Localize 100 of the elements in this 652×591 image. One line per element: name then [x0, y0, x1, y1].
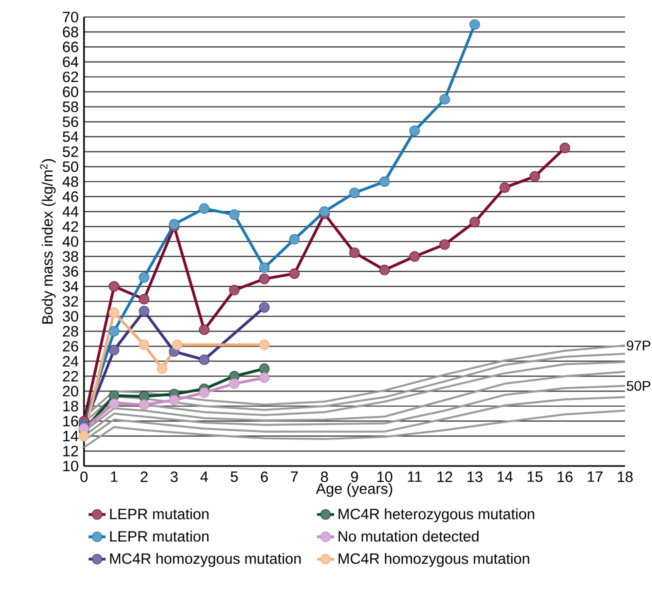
point [168, 394, 180, 406]
legend-label: MC4R heterozygous mutation [338, 508, 534, 522]
x-tick-label: 2 [140, 472, 148, 482]
y-tick-label: 24 [62, 356, 78, 366]
y-tick-label: 18 [63, 400, 78, 412]
y-tick-label: 44 [62, 206, 78, 217]
annotation: 50P [626, 380, 650, 391]
x-tick-label: 6 [260, 472, 268, 482]
point [349, 188, 360, 198]
y-tick-label: 36 [62, 266, 78, 277]
point [409, 251, 420, 262]
y-tick-label: 54 [62, 132, 78, 142]
point [500, 182, 510, 193]
x-tick-label: 4 [200, 472, 208, 482]
point [108, 344, 120, 356]
point [560, 142, 570, 154]
point [259, 274, 270, 284]
point [228, 209, 240, 220]
x-tick-label: 12 [438, 472, 452, 482]
point [198, 324, 210, 336]
point [108, 326, 120, 337]
point [259, 302, 270, 313]
point [138, 294, 150, 304]
point [198, 387, 210, 398]
y-tick-label: 22 [62, 370, 78, 382]
x-tick-label: 0 [80, 472, 88, 482]
point [379, 176, 390, 187]
x-tick-label: 8 [320, 472, 328, 482]
x-tick-label: 9 [351, 472, 358, 482]
y-tick-label: 42 [62, 221, 78, 232]
legend-label: MC4R homozygous mutation [110, 552, 301, 567]
point [259, 339, 270, 350]
x-tick-label: 11 [408, 472, 422, 482]
y-tick-label: 50 [62, 161, 78, 172]
point [259, 372, 270, 383]
point [108, 281, 120, 292]
point [469, 19, 480, 30]
y-tick-label: 48 [62, 176, 78, 187]
legend-label: LEPR mutation [110, 508, 208, 520]
point [409, 125, 420, 136]
point [172, 339, 182, 350]
legend-label: No mutation detected [338, 530, 479, 542]
x-axis-title: Age (years) [316, 482, 392, 497]
point [259, 262, 270, 273]
y-tick-label: 58 [62, 102, 78, 112]
x-tick-label: 7 [291, 472, 298, 482]
y-tick-label: 52 [62, 146, 78, 157]
y-tick-label: 60 [62, 86, 78, 98]
y-tick-label: 26 [62, 340, 78, 352]
legend-label: LEPR mutation [110, 530, 208, 542]
point [289, 268, 300, 279]
point [228, 378, 240, 389]
y-tick-label: 16 [63, 416, 78, 426]
point [379, 264, 390, 276]
point [530, 171, 540, 182]
point [198, 203, 210, 214]
line-series [83, 410, 626, 448]
point [439, 94, 450, 105]
y-tick-label: 62 [62, 72, 78, 82]
y-tick-label: 14 [63, 430, 78, 442]
point [469, 216, 480, 228]
point [439, 239, 450, 250]
y-tick-label: 46 [62, 191, 78, 202]
y-tick-label: 28 [62, 326, 78, 337]
point [259, 363, 270, 374]
y-tick-label: 70 [62, 12, 78, 22]
point [319, 206, 330, 217]
point [138, 306, 150, 316]
x-tick-label: 14 [498, 472, 513, 482]
point [156, 363, 168, 374]
legend-label: MC4R homozygous mutation [338, 552, 530, 567]
y-tick-label: 10 [63, 460, 78, 472]
point [108, 307, 120, 318]
x-tick-label: 18 [618, 472, 633, 482]
y-tick-label: 38 [62, 251, 78, 262]
y-tick-label: 34 [62, 281, 78, 292]
y-tick-label: 56 [62, 116, 78, 128]
x-tick-label: 1 [111, 472, 118, 482]
y-tick-label: 30 [62, 311, 78, 322]
x-tick-label: 5 [230, 472, 238, 482]
point [78, 430, 90, 442]
point [138, 339, 150, 350]
x-tick-label: 17 [588, 472, 603, 482]
point [108, 398, 120, 410]
x-tick-label: 16 [558, 472, 573, 482]
point [138, 272, 150, 283]
point [198, 354, 210, 366]
y-tick-label: 40 [62, 236, 78, 247]
point [138, 399, 150, 410]
x-tick-label: 3 [170, 472, 178, 482]
annotation: 97P [626, 340, 650, 350]
y-tick-label: 32 [62, 296, 78, 307]
point [289, 234, 300, 245]
point [228, 284, 240, 296]
x-tick-label: 15 [528, 472, 543, 482]
y-tick-label: 12 [63, 446, 78, 456]
x-tick-label: 13 [468, 472, 482, 482]
y-tick-label: 66 [62, 42, 78, 52]
y-tick-label: 20 [62, 386, 78, 396]
y-axis-title: Body mass index (kg/m$^{2}$) [40, 159, 56, 324]
